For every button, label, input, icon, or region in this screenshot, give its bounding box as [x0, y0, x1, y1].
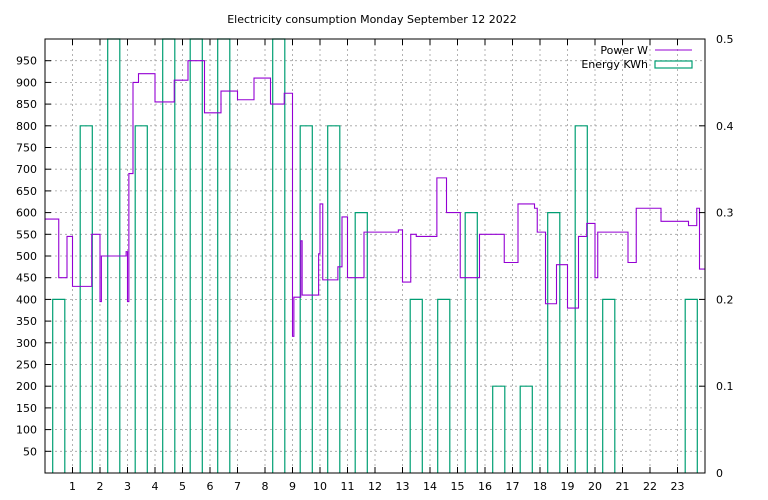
- y-tick-label: 550: [16, 228, 37, 241]
- y-tick-label: 700: [16, 163, 37, 176]
- y-tick-label: 400: [16, 293, 37, 306]
- x-tick-label: 18: [533, 480, 547, 493]
- x-tick-label: 7: [234, 480, 241, 493]
- x-tick-label: 3: [124, 480, 131, 493]
- legend-label-power: Power W: [600, 44, 648, 57]
- energy-bar: [79, 125, 93, 473]
- chart-title: Electricity consumption Monday September…: [227, 13, 517, 26]
- x-tick-label: 20: [588, 480, 602, 493]
- energy-bar: [547, 212, 561, 473]
- y2-tick-label: 0.4: [716, 120, 734, 133]
- y2-tick-label: 0: [716, 467, 723, 480]
- y-tick-label: 500: [16, 250, 37, 263]
- legend-label-energy: Energy KWh: [581, 58, 648, 71]
- x-tick-label: 23: [671, 480, 685, 493]
- energy-bar: [354, 212, 368, 473]
- energy-bar: [409, 298, 423, 473]
- x-tick-label: 4: [152, 480, 159, 493]
- x-tick-label: 15: [451, 480, 465, 493]
- y-tick-label: 950: [16, 55, 37, 68]
- x-tick-label: 13: [396, 480, 410, 493]
- y-tick-label: 650: [16, 185, 37, 198]
- axis-ticks: 1 2 3 4 5 6 7 8 9 10 11 12 13 14 15 16 17 18 19 20 21 22 23501…: [16, 33, 734, 493]
- x-tick-label: 2: [97, 480, 104, 493]
- y2-tick-label: 0.1: [716, 380, 734, 393]
- y2-tick-label: 0.2: [716, 293, 734, 306]
- x-tick-label: 9: [289, 480, 296, 493]
- y-tick-label: 150: [16, 402, 37, 415]
- y-tick-label: 350: [16, 315, 37, 328]
- legend-swatch-energy: [654, 60, 693, 69]
- energy-bar: [327, 125, 341, 473]
- x-tick-label: 21: [616, 480, 630, 493]
- y-tick-label: 850: [16, 98, 37, 111]
- x-tick-label: 5: [179, 480, 186, 493]
- energy-bar: [162, 38, 176, 473]
- energy-bar: [134, 125, 148, 473]
- energy-bar: [299, 125, 313, 473]
- y-tick-label: 300: [16, 337, 37, 350]
- y-tick-label: 600: [16, 207, 37, 220]
- x-tick-label: 19: [561, 480, 575, 493]
- y-tick-label: 100: [16, 424, 37, 437]
- x-tick-label: 16: [478, 480, 492, 493]
- x-tick-label: 12: [368, 480, 382, 493]
- power-line-group: [45, 60, 705, 337]
- x-tick-label: 8: [262, 480, 269, 493]
- energy-bar: [602, 298, 616, 473]
- y-tick-label: 250: [16, 359, 37, 372]
- legend: Power W Energy KWh: [581, 44, 693, 71]
- energy-bar: [437, 298, 451, 473]
- y-tick-label: 50: [23, 445, 37, 458]
- power-line: [45, 60, 705, 337]
- y-tick-label: 200: [16, 380, 37, 393]
- x-tick-label: 17: [506, 480, 520, 493]
- y2-tick-label: 0.5: [716, 33, 734, 46]
- y2-tick-label: 0.3: [716, 207, 734, 220]
- y-tick-label: 800: [16, 120, 37, 133]
- x-tick-label: 14: [423, 480, 437, 493]
- y-tick-label: 900: [16, 76, 37, 89]
- energy-bar: [492, 385, 506, 473]
- y-tick-label: 750: [16, 142, 37, 155]
- energy-bar: [684, 298, 698, 473]
- gridlines: [45, 39, 705, 473]
- energy-bar: [217, 38, 231, 473]
- x-tick-label: 6: [207, 480, 214, 493]
- x-tick-label: 10: [313, 480, 327, 493]
- energy-bar: [464, 212, 478, 473]
- x-tick-label: 11: [341, 480, 355, 493]
- energy-bar: [52, 298, 66, 473]
- y-tick-label: 450: [16, 272, 37, 285]
- x-tick-label: 22: [643, 480, 657, 493]
- energy-bar: [519, 385, 533, 473]
- energy-bar: [574, 125, 588, 473]
- x-tick-label: 1: [69, 480, 76, 493]
